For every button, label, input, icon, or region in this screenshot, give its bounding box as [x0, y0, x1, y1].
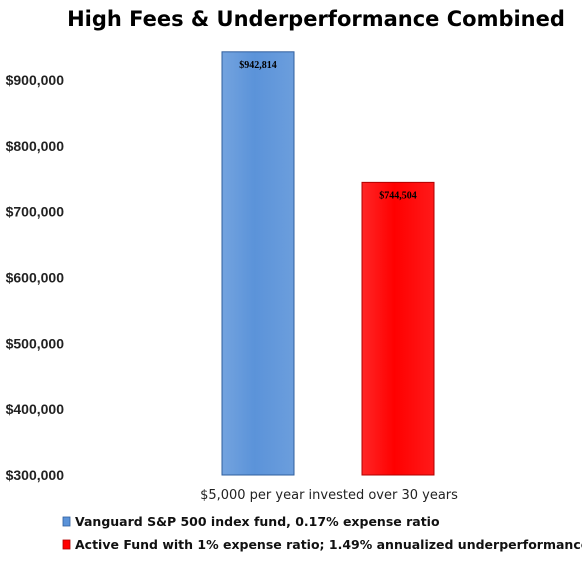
legend-label: Active Fund with 1% expense ratio; 1.49%… [75, 537, 582, 552]
x-category-label: $5,000 per year invested over 30 years [200, 488, 458, 503]
y-tick-label: $700,000 [6, 204, 65, 220]
y-tick-label: $400,000 [6, 401, 65, 417]
y-tick-label: $600,000 [6, 270, 65, 286]
bar-series-2 [361, 181, 435, 476]
bar-value-label: $942,814 [239, 60, 277, 71]
chart-title: High Fees & Underperformance Combined [67, 7, 565, 31]
y-tick-label: $800,000 [6, 138, 65, 154]
legend-label: Vanguard S&P 500 index fund, 0.17% expen… [75, 514, 440, 529]
y-tick-label: $500,000 [6, 335, 65, 351]
bars: $942,814 $744,504 [221, 51, 435, 476]
legend-swatch [62, 516, 71, 527]
y-tick-label: $300,000 [6, 467, 65, 483]
bar-value-label: $744,504 [379, 190, 417, 201]
bar-series-1 [221, 51, 295, 476]
legend-swatch [62, 539, 71, 550]
y-axis: $300,000 $400,000 $500,000 $600,000 $700,000… [6, 72, 65, 483]
legend: Vanguard S&P 500 index fund, 0.17% expen… [62, 514, 582, 552]
y-tick-label: $900,000 [6, 72, 65, 88]
